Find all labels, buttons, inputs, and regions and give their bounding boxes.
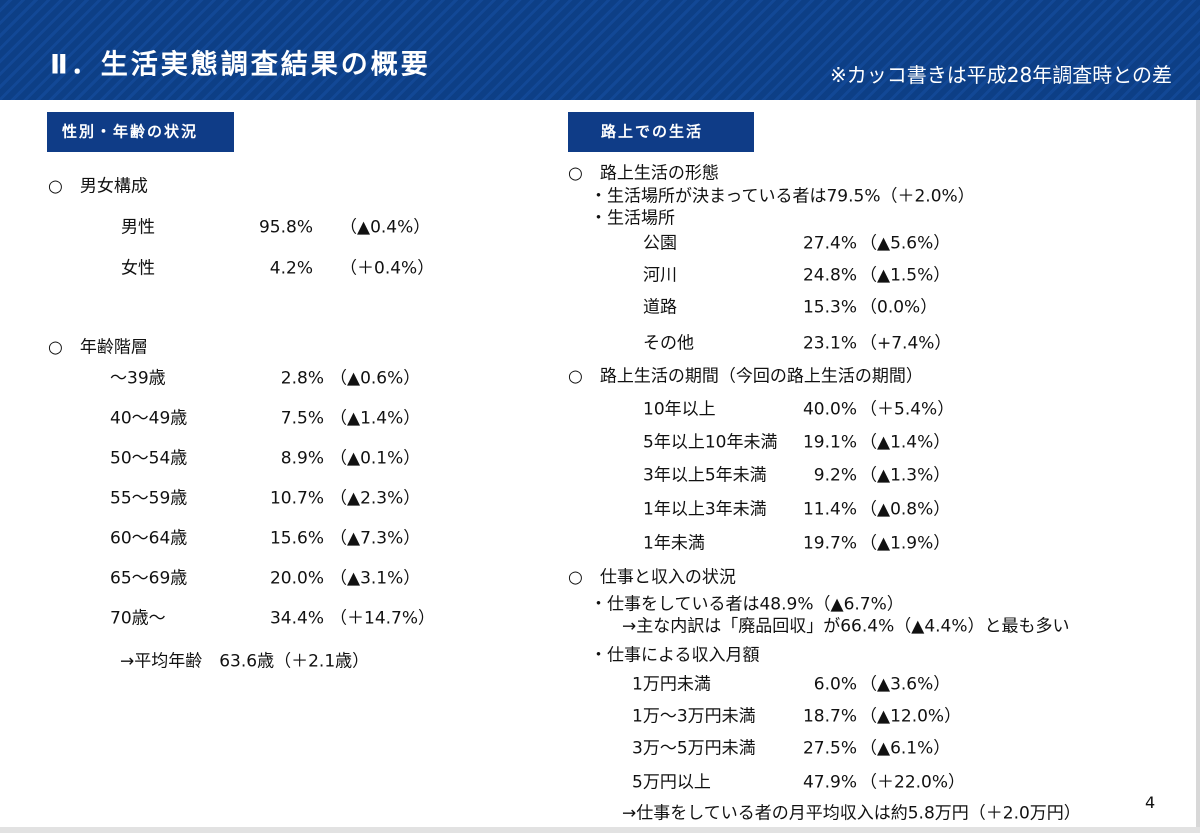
row-diff: （▲0.1%） — [330, 448, 421, 469]
row-value: 27.4% — [802, 233, 857, 254]
row-label: 3年以上5年未満 — [643, 465, 767, 486]
row-value: 10.7% — [269, 488, 324, 509]
row-label: 河川 — [643, 265, 677, 286]
average-note: →平均年齢 63.6歳（＋2.1歳） — [120, 651, 370, 672]
row-label: 公園 — [643, 233, 677, 254]
row-value: 18.7% — [802, 706, 857, 727]
row-diff: （▲5.6%） — [860, 233, 951, 254]
row-label: その他 — [643, 333, 694, 354]
row-label: ～39歳 — [110, 368, 166, 389]
row-value: 11.4% — [802, 499, 857, 520]
row-diff: （＋0.4%） — [340, 258, 435, 279]
page-number: 4 — [1145, 793, 1156, 812]
header-band — [0, 0, 1200, 100]
row-label: 55～59歳 — [110, 488, 188, 509]
row-value: 23.1% — [802, 333, 857, 354]
row-diff: （▲0.6%） — [330, 368, 421, 389]
header-note: ※カッコ書きは平成28年調査時との差 — [829, 63, 1172, 87]
row-diff: （+7.4%） — [860, 333, 952, 354]
section-heading-box — [568, 112, 754, 152]
row-value: 19.7% — [802, 533, 857, 554]
row-label: 3万～5万円未満 — [632, 738, 756, 759]
row-label: 1万円未満 — [632, 674, 711, 695]
row-label: 1年未満 — [643, 533, 705, 554]
text-line: →主な内訳は「廃品回収」が66.4%（▲4.4%）と最も多い — [622, 616, 1070, 637]
row-diff: （＋14.7%） — [330, 608, 436, 629]
row-diff: （▲1.5%） — [860, 265, 951, 286]
row-label: 女性 — [121, 258, 155, 279]
row-diff: （▲1.4%） — [860, 432, 951, 453]
row-diff: （▲7.3%） — [330, 528, 421, 549]
row-label: 40～49歳 — [110, 408, 188, 429]
row-value: 19.1% — [802, 432, 857, 453]
row-diff: （▲1.9%） — [860, 533, 951, 554]
row-value: 6.0% — [813, 674, 857, 695]
row-label: 65～69歳 — [110, 568, 188, 589]
row-label: 1万～3万円未満 — [632, 706, 756, 727]
row-diff: （▲3.6%） — [860, 674, 951, 695]
section-heading-box — [47, 112, 234, 152]
row-diff: （▲1.4%） — [330, 408, 421, 429]
row-diff: （0.0%） — [860, 297, 938, 318]
row-value: 40.0% — [802, 399, 857, 420]
row-label: 60～64歳 — [110, 528, 188, 549]
edge — [1196, 100, 1200, 833]
row-value: 34.4% — [269, 608, 324, 629]
item-label: ○ 年齢階層 — [48, 337, 148, 358]
row-diff: （▲6.1%） — [860, 738, 951, 759]
row-value: 47.9% — [802, 772, 857, 793]
row-value: 9.2% — [813, 465, 857, 486]
row-diff: （＋5.4%） — [860, 399, 955, 420]
item-label: ○ 路上生活の形態 — [568, 163, 719, 184]
row-label: 5万円以上 — [632, 772, 711, 793]
row-value: 4.2% — [269, 258, 313, 279]
row-value: 7.5% — [280, 408, 324, 429]
row-label: 50～54歳 — [110, 448, 188, 469]
item-label: ○ 路上生活の期間（今回の路上生活の期間） — [568, 366, 923, 387]
row-label: 70歳～ — [110, 608, 166, 629]
item-label: ○ 男女構成 — [48, 176, 148, 197]
text-line: ・仕事による収入月額 — [590, 645, 760, 666]
text-line: ・生活場所 — [590, 208, 675, 229]
row-label: 5年以上10年未満 — [643, 432, 778, 453]
row-value: 20.0% — [269, 568, 324, 589]
footer-note: →仕事をしている者の月平均収入は約5.8万円（＋2.0万円） — [622, 803, 1081, 824]
row-diff: （＋22.0%） — [860, 772, 966, 793]
row-label: 道路 — [643, 297, 677, 318]
row-diff: （▲1.3%） — [860, 465, 951, 486]
row-value: 15.6% — [269, 528, 324, 549]
edge — [0, 827, 1200, 833]
row-value: 27.5% — [802, 738, 857, 759]
row-value: 24.8% — [802, 265, 857, 286]
section-heading: 路上での生活 — [601, 122, 704, 141]
row-diff: （▲0.8%） — [860, 499, 951, 520]
row-value: 15.3% — [802, 297, 857, 318]
row-diff: （▲0.4%） — [340, 217, 431, 238]
row-value: 2.8% — [280, 368, 324, 389]
row-label: 10年以上 — [643, 399, 716, 420]
row-value: 8.9% — [280, 448, 324, 469]
page-title: Ⅱ．生活実態調査結果の概要 — [50, 49, 431, 81]
row-label: 1年以上3年未満 — [643, 499, 767, 520]
item-label: ○ 仕事と収入の状況 — [568, 567, 736, 588]
row-label: 男性 — [121, 217, 155, 238]
row-diff: （▲2.3%） — [330, 488, 421, 509]
row-diff: （▲12.0%） — [860, 706, 962, 727]
text-line: ・生活場所が決まっている者は79.5%（＋2.0%） — [590, 186, 975, 207]
row-diff: （▲3.1%） — [330, 568, 421, 589]
section-heading: 性別・年齢の状況 — [62, 122, 199, 141]
text-line: ・仕事をしている者は48.9%（▲6.7%） — [590, 594, 904, 615]
row-value: 95.8% — [258, 217, 313, 238]
